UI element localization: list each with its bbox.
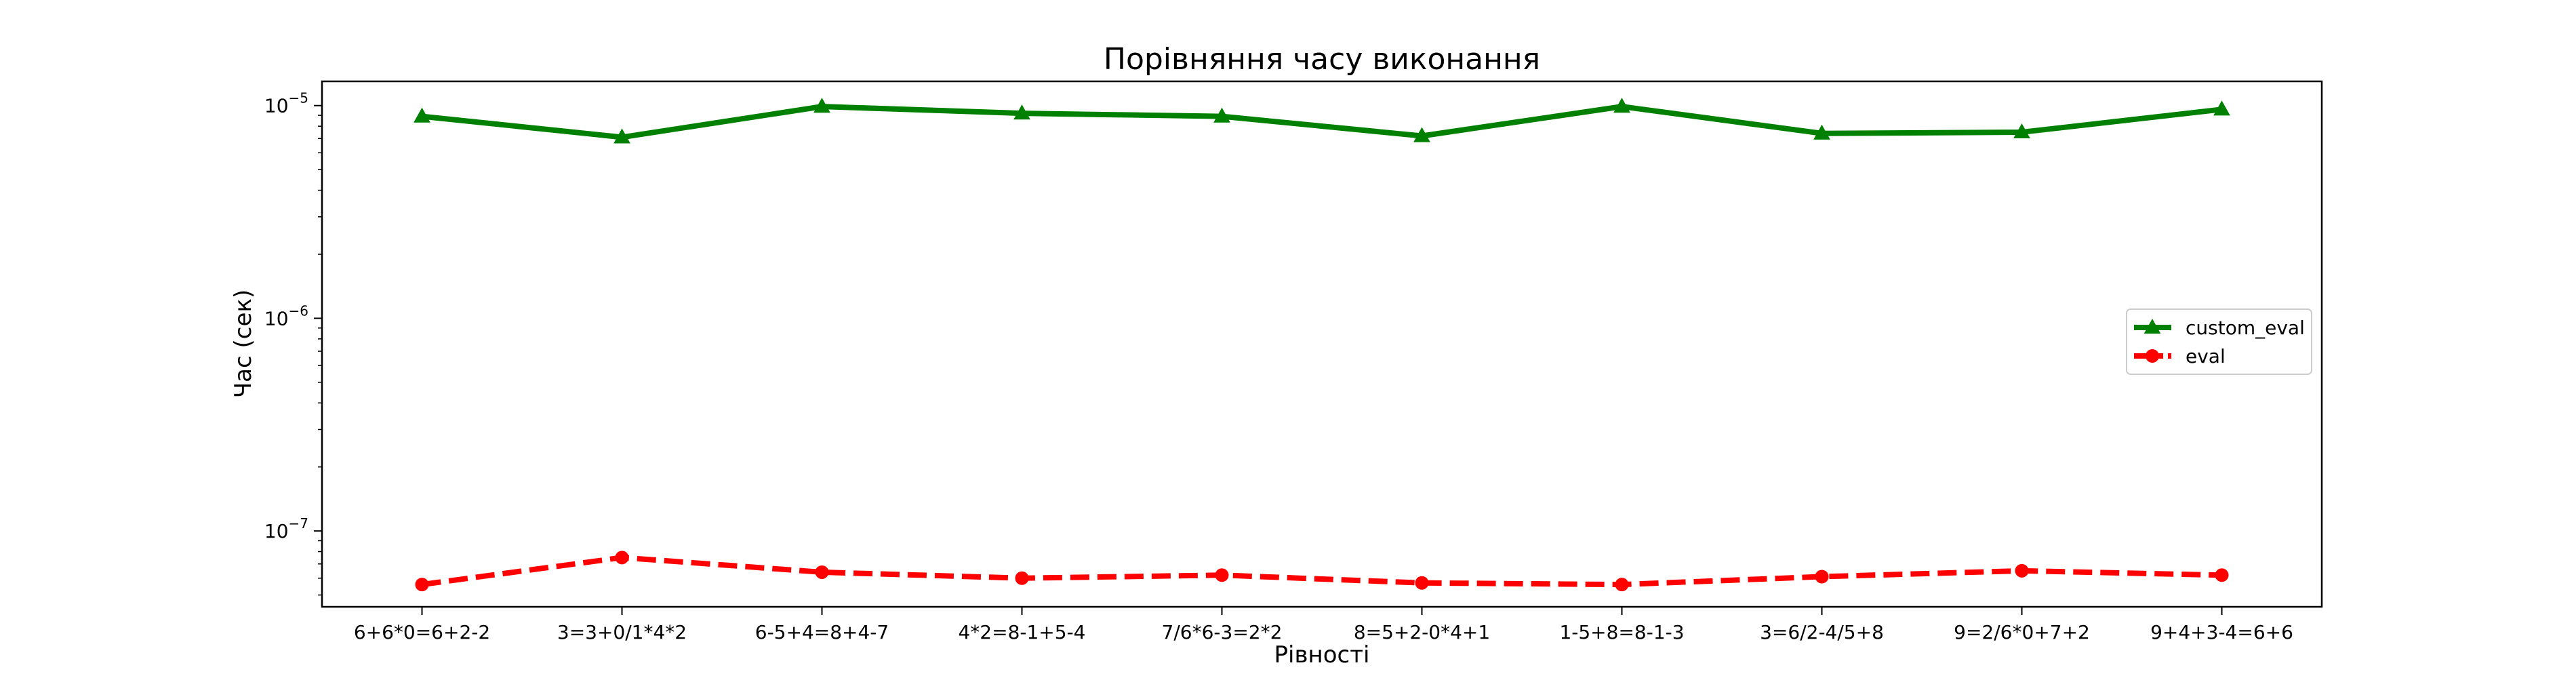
data-point-custom-eval [1613,98,1630,113]
x-tick-label: 7/6*6-3=2*2 [1162,621,1283,643]
data-point-eval [615,551,629,565]
x-tick-label: 6-5+4=8+4-7 [755,621,889,643]
x-tick-label: 3=6/2-4/5+8 [1760,621,1884,643]
legend-label-custom-eval: custom_eval [2186,317,2305,339]
data-point-eval [415,578,429,592]
data-point-eval [2215,568,2229,582]
data-point-eval [1415,576,1429,590]
data-point-eval [2015,563,2029,578]
x-axis-label: Рівності [1274,641,1370,669]
x-tick-label: 1-5+8=8-1-3 [1559,621,1684,643]
x-tick-label: 9=2/6*0+7+2 [1954,621,2090,643]
data-point-eval [1215,568,1229,582]
data-point-custom-eval [2013,123,2030,139]
x-tick-label: 9+4+3-4=6+6 [2150,621,2293,643]
chart-title: Порівняння часу виконання [1104,42,1540,77]
y-axis: 10−7 10−6 10−5 [264,90,322,596]
data-point-custom-eval [1013,104,1030,120]
data-point-custom-eval [1213,107,1230,123]
data-point-custom-eval [2213,100,2230,116]
legend-marker-custom-eval [2144,319,2161,334]
data-point-custom-eval [613,128,630,144]
y-tick-label: 10−7 [264,515,308,542]
x-tick-label: 4*2=8-1+5-4 [958,621,1085,643]
data-point-eval [1615,578,1629,592]
series-line-custom-eval [422,104,2222,140]
series-layer [414,98,2230,592]
x-tick-label: 8=5+2-0*4+1 [1354,621,1490,643]
data-point-eval [815,565,829,579]
x-tick-label: 3=3+0/1*4*2 [557,621,687,643]
y-axis-label: Час (сек) [230,290,257,398]
x-tick-label: 6+6*0=6+2-2 [354,621,490,643]
y-tick-label: 10−5 [264,90,308,117]
data-point-eval [1815,570,1829,584]
x-axis: 6+6*0=6+2-2 3=3+0/1*4*2 6-5+4=8+4-7 4*2=8-1… [354,607,2293,643]
data-point-custom-eval [813,98,830,113]
legend-label-eval: eval [2186,345,2226,367]
series-line-eval [421,555,2222,588]
y-tick-label: 10−6 [264,302,308,330]
data-point-eval [1015,571,1029,585]
data-point-custom-eval [1413,127,1430,142]
legend-box [2126,308,2312,375]
plot-frame [321,80,2323,608]
legend-marker-eval [2146,349,2159,363]
data-point-custom-eval [414,107,430,123]
data-point-custom-eval [1813,124,1830,140]
